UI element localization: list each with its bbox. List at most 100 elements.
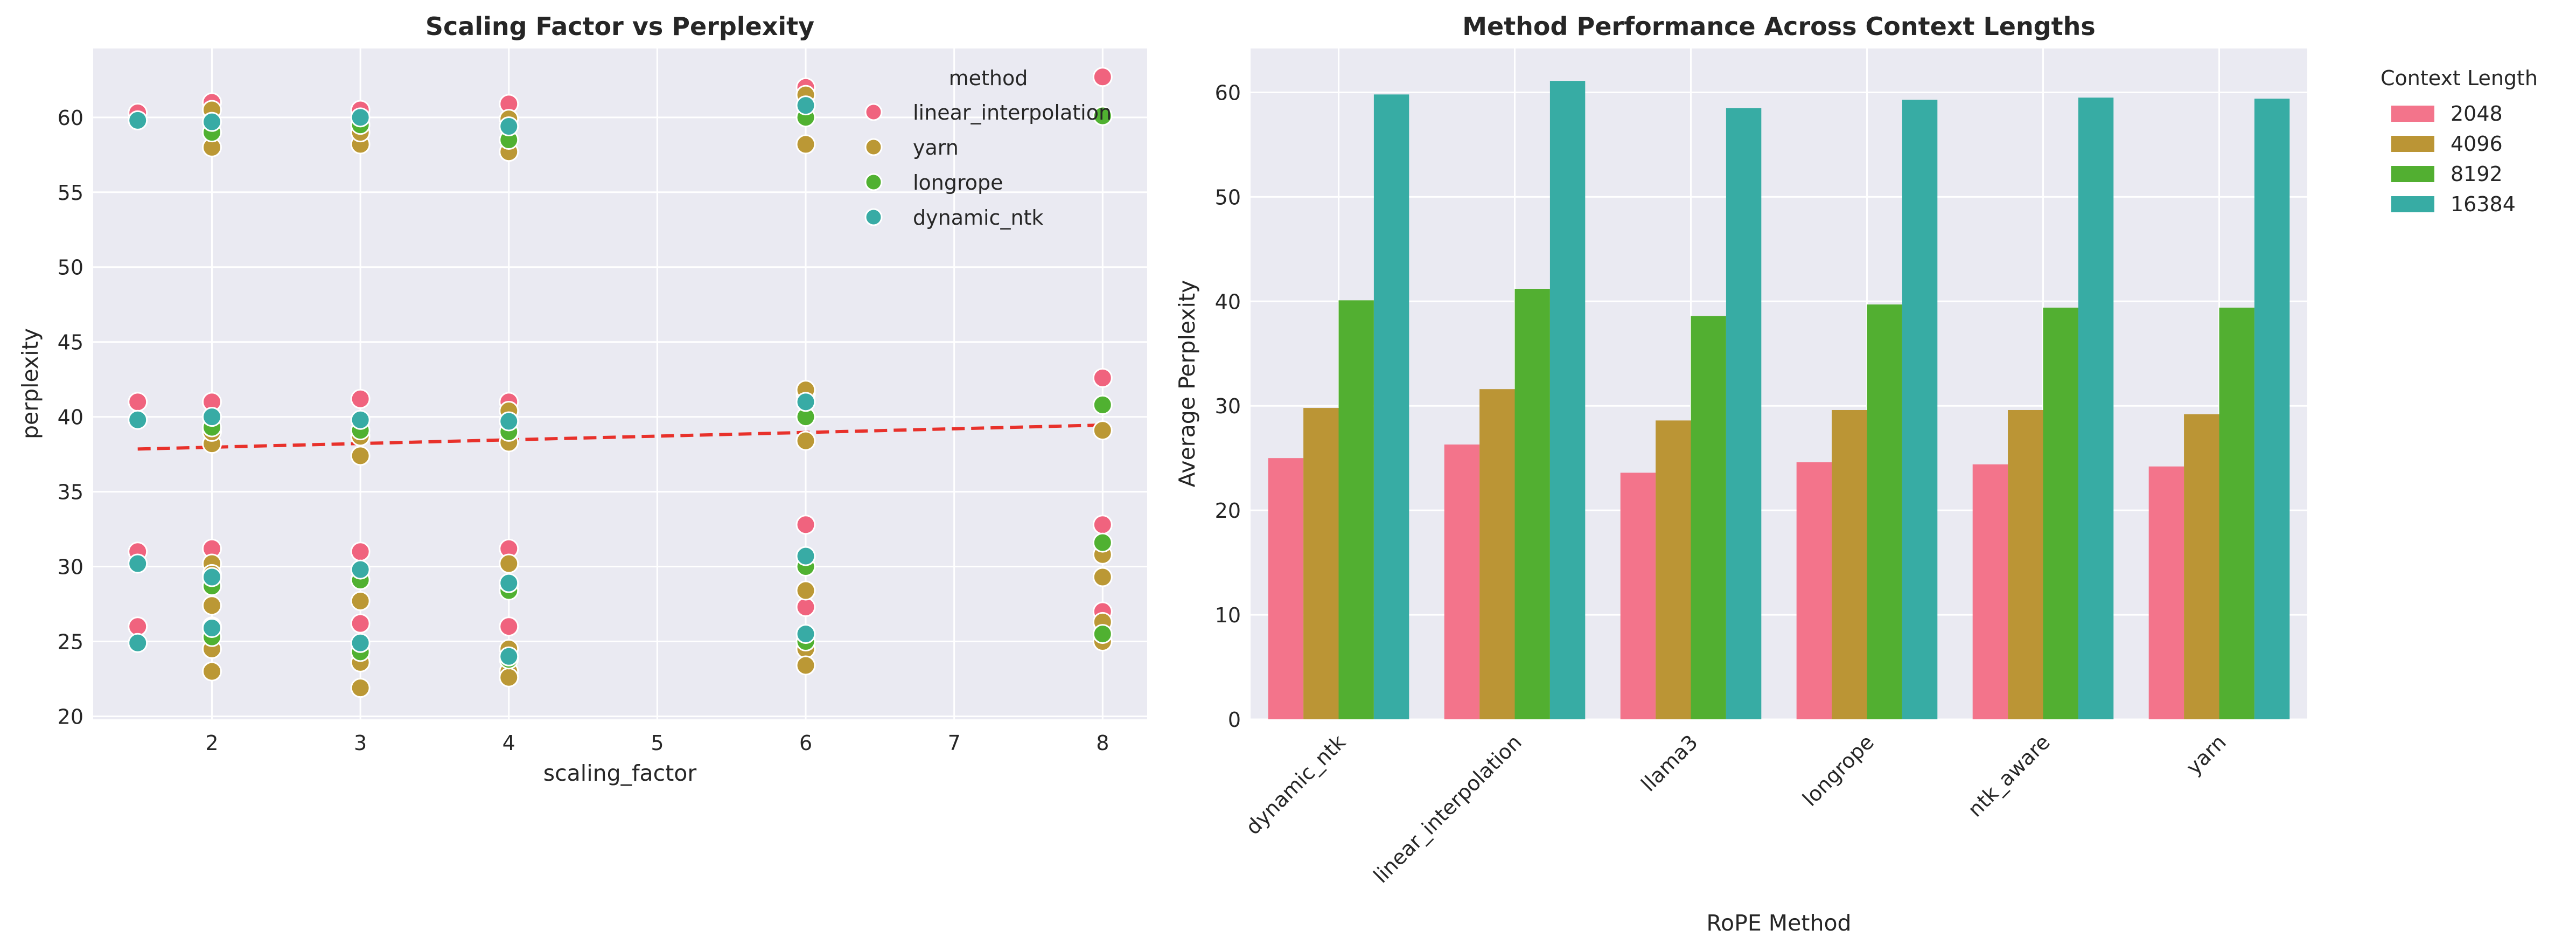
- scatter-point: [795, 624, 816, 644]
- scatter-point: [795, 392, 816, 412]
- scatter-point: [350, 388, 371, 409]
- bar-legend-items: 2048 4096 8192 16384: [2391, 102, 2516, 216]
- bar-rect: [1620, 473, 1656, 719]
- scatter-x-axis-label: scaling_factor: [543, 760, 697, 786]
- bar-rect: [1373, 94, 1409, 719]
- scatter-point: [499, 411, 519, 432]
- scatter-legend-marker: [864, 208, 883, 226]
- bar-rect: [1691, 316, 1726, 719]
- bar-rect: [1514, 289, 1550, 719]
- scatter-y-ticks: 20 25 30 35 40 45 50 55 60: [58, 106, 83, 729]
- bar-y-tick-label: 50: [1215, 185, 1241, 209]
- bar-rect: [2254, 99, 2290, 719]
- bar-rect: [2078, 98, 2114, 719]
- scatter-x-tick-label: 6: [799, 731, 812, 755]
- bar-rect: [1444, 444, 1480, 719]
- scatter-point: [350, 107, 371, 128]
- bar-legend-title: Context Length: [2380, 66, 2538, 90]
- scatter-point: [350, 633, 371, 653]
- scatter-point: [1092, 67, 1113, 87]
- bar-rect: [1268, 458, 1304, 719]
- bar-legend-swatch: [2391, 196, 2434, 212]
- bar-rect: [1972, 464, 2008, 719]
- bar-legend-label: 4096: [2451, 132, 2503, 156]
- scatter-legend-title: method: [949, 66, 1028, 90]
- bar-legend: Context Length 2048 4096 8192 16384: [2380, 66, 2538, 216]
- scatter-title: Scaling Factor vs Perplexity: [425, 12, 814, 41]
- bar-y-tick-label: 60: [1215, 81, 1241, 105]
- bar-rect: [2184, 414, 2219, 719]
- scatter-point: [795, 546, 816, 566]
- bar-legend-label: 8192: [2451, 162, 2503, 186]
- scatter-point: [1092, 394, 1113, 415]
- scatter-legend-marker: [864, 173, 883, 191]
- scatter-y-tick-label: 25: [58, 630, 83, 654]
- scatter-y-axis-label: perplexity: [17, 328, 43, 439]
- bar-plot-area: [1251, 48, 2307, 719]
- scatter-y-tick-label: 55: [58, 181, 83, 205]
- scatter-point: [1092, 106, 1113, 126]
- scatter-point: [795, 515, 816, 535]
- bar-y-tick-label: 30: [1215, 394, 1241, 418]
- scatter-y-tick-label: 40: [58, 406, 83, 429]
- scatter-x-tick-label: 8: [1096, 731, 1109, 755]
- scatter-point: [128, 633, 148, 653]
- scatter-point: [1092, 515, 1113, 535]
- scatter-point: [350, 678, 371, 698]
- scatter-point: [499, 573, 519, 593]
- bar-panel: Method Performance Across Context Length…: [1174, 12, 2538, 936]
- scatter-point: [1092, 567, 1113, 587]
- scatter-trend: [137, 423, 1103, 451]
- bar-rect: [1832, 409, 1867, 719]
- scatter-point: [128, 110, 148, 130]
- scatter-legend-label: yarn: [913, 136, 959, 159]
- scatter-point: [1092, 532, 1113, 553]
- bar-rect: [1479, 389, 1515, 719]
- scatter-point: [1092, 420, 1113, 441]
- bar-rect: [2008, 409, 2043, 719]
- bar-y-ticks: 0 10 20 30 40 50 60: [1215, 81, 1241, 732]
- bar-legend-swatch: [2391, 166, 2434, 182]
- scatter-point: [128, 616, 148, 637]
- scatter-y-tick-label: 30: [58, 556, 83, 579]
- scatter-point: [202, 567, 222, 587]
- scatter-point: [1092, 624, 1113, 644]
- bar-y-tick-label: 0: [1228, 708, 1241, 732]
- scatter-point: [202, 661, 222, 682]
- scatter-y-tick-label: 50: [58, 256, 83, 280]
- bar-rect: [1549, 81, 1586, 719]
- scatter-point: [795, 431, 816, 451]
- scatter-legend-label: dynamic_ntk: [913, 206, 1043, 230]
- scatter-point: [350, 591, 371, 611]
- bar-rect: [1796, 462, 1832, 719]
- scatter-x-tick-label: 7: [948, 731, 961, 755]
- scatter-legend-label: linear_interpolation: [913, 101, 1112, 124]
- bar-y-tick-label: 10: [1215, 603, 1241, 627]
- bar-legend-swatch: [2391, 136, 2434, 152]
- scatter-point: [499, 553, 519, 574]
- scatter-point: [350, 559, 371, 580]
- scatter-point: [499, 116, 519, 137]
- bar-rect: [1726, 108, 1762, 720]
- scatter-point: [499, 667, 519, 688]
- scatter-point: [499, 646, 519, 667]
- bar-y-axis-label: Average Perplexity: [1174, 280, 1200, 488]
- scatter-x-ticks: 2 3 4 5 6 7 8: [205, 731, 1109, 755]
- bar-rect: [1303, 408, 1339, 719]
- scatter-point: [202, 595, 222, 616]
- scatter-point: [1092, 367, 1113, 388]
- scatter-point: [795, 580, 816, 601]
- bar-x-axis-label: RoPE Method: [1706, 910, 1851, 936]
- scatter-point: [202, 617, 222, 638]
- bar-legend-swatch: [2391, 106, 2434, 122]
- scatter-point: [350, 409, 371, 430]
- bar-rect: [2219, 307, 2254, 719]
- scatter-point: [350, 446, 371, 466]
- scatter-point: [795, 655, 816, 676]
- scatter-panel: Scaling Factor vs Perplexity 20253035404…: [17, 12, 1147, 786]
- bar-bars: [1268, 81, 2290, 720]
- bar-rect: [1656, 420, 1691, 719]
